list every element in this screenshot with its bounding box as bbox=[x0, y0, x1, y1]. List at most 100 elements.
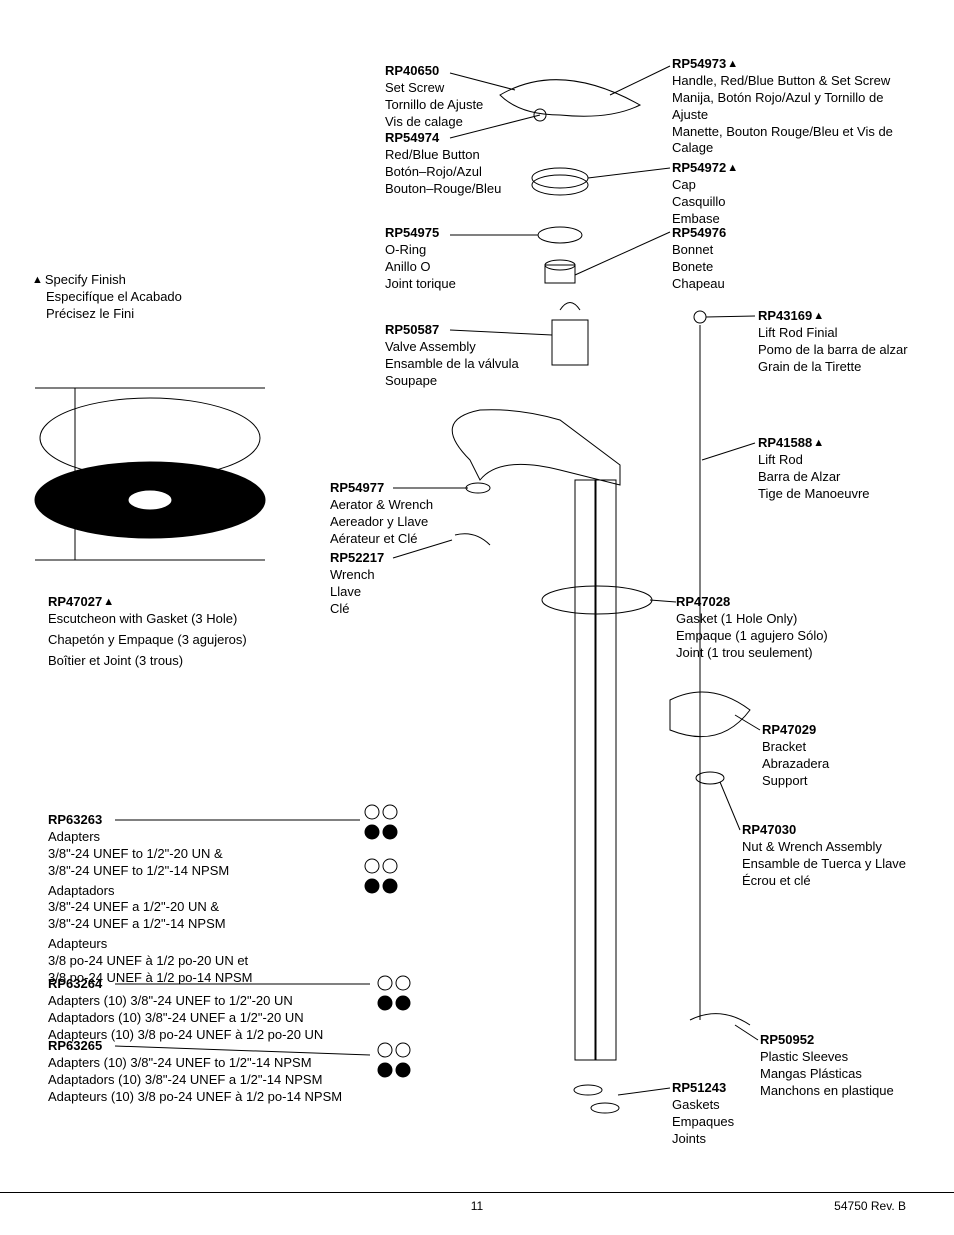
finish-note: Specify Finish Especifíque el Acabado Pr… bbox=[32, 272, 182, 323]
rp63263-en-l1: 3/8"-24 UNEF to 1/2"-20 UN & bbox=[48, 846, 328, 863]
rp63263-fr-l1: 3/8 po-24 UNEF à 1/2 po-20 UN et bbox=[48, 953, 328, 970]
partno-rp41588: RP41588 bbox=[758, 435, 870, 452]
desc-rp54977-en: Aerator & Wrench bbox=[330, 497, 433, 514]
desc-rp54974-en: Red/Blue Button bbox=[385, 147, 501, 164]
rp63263-fr-label: Adapteurs bbox=[48, 936, 328, 953]
partno-rp54976: RP54976 bbox=[672, 225, 726, 242]
desc-rp43169-es: Pomo de la barra de alzar bbox=[758, 342, 918, 359]
desc-rp52217-fr: Clé bbox=[330, 601, 384, 618]
finish-note-fr: Précisez le Fini bbox=[32, 306, 182, 323]
desc-rp47029-es: Abrazadera bbox=[762, 756, 829, 773]
callout-rp51243: RP51243 Gaskets Empaques Joints bbox=[672, 1080, 734, 1148]
desc-rp63264-en: Adapters (10) 3/8"-24 UNEF to 1/2"-20 UN bbox=[48, 993, 368, 1010]
desc-rp43169-fr: Grain de la Tirette bbox=[758, 359, 918, 376]
desc-rp47027-en: Escutcheon with Gasket (3 Hole) bbox=[48, 611, 248, 628]
callout-rp40650: RP40650 Set Screw Tornillo de Ajuste Vis… bbox=[385, 63, 483, 131]
desc-rp47028-en: Gasket (1 Hole Only) bbox=[676, 611, 828, 628]
parts-diagram-page: Specify Finish Especifíque el Acabado Pr… bbox=[0, 0, 954, 1235]
callout-rp54972: RP54972 Cap Casquillo Embase bbox=[672, 160, 738, 228]
desc-rp54974-es: Botón–Rojo/Azul bbox=[385, 164, 501, 181]
partno-rp54972: RP54972 bbox=[672, 160, 738, 177]
desc-rp51243-es: Empaques bbox=[672, 1114, 734, 1131]
callout-rp50952: RP50952 Plastic Sleeves Mangas Plásticas… bbox=[760, 1032, 894, 1100]
page-footer: 11 54750 Rev. B bbox=[0, 1192, 954, 1193]
desc-rp54976-es: Bonete bbox=[672, 259, 726, 276]
desc-rp47028-fr: Joint (1 trou seulement) bbox=[676, 645, 828, 662]
desc-rp54974-fr: Bouton–Rouge/Bleu bbox=[385, 181, 501, 198]
partno-rp50952: RP50952 bbox=[760, 1032, 894, 1049]
desc-rp47028-es: Empaque (1 agujero Sólo) bbox=[676, 628, 828, 645]
desc-rp54973-es: Manija, Botón Rojo/Azul y Tornillo de Aj… bbox=[672, 90, 902, 124]
desc-rp40650-en: Set Screw bbox=[385, 80, 483, 97]
callout-rp63263: RP63263 Adapters 3/8"-24 UNEF to 1/2"-20… bbox=[48, 812, 328, 987]
callout-rp54974: RP54974 Red/Blue Button Botón–Rojo/Azul … bbox=[385, 130, 501, 198]
desc-rp52217-es: Llave bbox=[330, 584, 384, 601]
rp63263-en-label: Adapters bbox=[48, 829, 328, 846]
desc-rp50587-fr: Soupape bbox=[385, 373, 519, 390]
desc-rp40650-es: Tornillo de Ajuste bbox=[385, 97, 483, 114]
desc-rp63264-es: Adaptadors (10) 3/8"-24 UNEF a 1/2"-20 U… bbox=[48, 1010, 368, 1027]
desc-rp54977-es: Aereador y Llave bbox=[330, 514, 433, 531]
desc-rp54973-en: Handle, Red/Blue Button & Set Screw bbox=[672, 73, 902, 90]
desc-rp52217-en: Wrench bbox=[330, 567, 384, 584]
partno-rp43169: RP43169 bbox=[758, 308, 918, 325]
rp63263-es-l1: 3/8"-24 UNEF a 1/2"-20 UN & bbox=[48, 899, 328, 916]
desc-rp47027-fr: Boîtier et Joint (3 trous) bbox=[48, 653, 248, 670]
partno-rp47028: RP47028 bbox=[676, 594, 828, 611]
partno-rp54974: RP54974 bbox=[385, 130, 501, 147]
partno-rp54975: RP54975 bbox=[385, 225, 456, 242]
partno-rp63263: RP63263 bbox=[48, 812, 328, 829]
callout-rp63264: RP63264 Adapters (10) 3/8"-24 UNEF to 1/… bbox=[48, 976, 368, 1044]
partno-rp54973: RP54973 bbox=[672, 56, 902, 73]
desc-rp43169-en: Lift Rod Finial bbox=[758, 325, 918, 342]
desc-rp50587-en: Valve Assembly bbox=[385, 339, 519, 356]
desc-rp54975-es: Anillo O bbox=[385, 259, 456, 276]
desc-rp50952-es: Mangas Plásticas bbox=[760, 1066, 894, 1083]
callout-rp41588: RP41588 Lift Rod Barra de Alzar Tige de … bbox=[758, 435, 870, 503]
rp63263-en-l2: 3/8"-24 UNEF to 1/2"-14 NPSM bbox=[48, 863, 328, 880]
desc-rp54973-fr: Manette, Bouton Rouge/Bleu et Vis de Cal… bbox=[672, 124, 902, 158]
desc-rp54977-fr: Aérateur et Clé bbox=[330, 531, 433, 548]
callout-rp43169: RP43169 Lift Rod Finial Pomo de la barra… bbox=[758, 308, 918, 376]
partno-rp40650: RP40650 bbox=[385, 63, 483, 80]
desc-rp47029-en: Bracket bbox=[762, 739, 829, 756]
desc-rp47030-es: Ensamble de Tuerca y Llave bbox=[742, 856, 932, 873]
desc-rp50587-es: Ensamble de la válvula bbox=[385, 356, 519, 373]
finish-note-es: Especifíque el Acabado bbox=[32, 289, 182, 306]
desc-rp47030-en: Nut & Wrench Assembly bbox=[742, 839, 932, 856]
callout-rp47027: RP47027 Escutcheon with Gasket (3 Hole) … bbox=[48, 594, 248, 670]
partno-rp63265: RP63265 bbox=[48, 1038, 388, 1055]
desc-rp54976-fr: Chapeau bbox=[672, 276, 726, 293]
callout-rp54977: RP54977 Aerator & Wrench Aereador y Llav… bbox=[330, 480, 433, 548]
desc-rp54975-fr: Joint torique bbox=[385, 276, 456, 293]
callout-rp63265: RP63265 Adapters (10) 3/8"-24 UNEF to 1/… bbox=[48, 1038, 388, 1106]
desc-rp54975-en: O-Ring bbox=[385, 242, 456, 259]
partno-rp47030: RP47030 bbox=[742, 822, 932, 839]
callout-rp52217: RP52217 Wrench Llave Clé bbox=[330, 550, 384, 618]
desc-rp63265-es: Adaptadors (10) 3/8"-24 UNEF a 1/2"-14 N… bbox=[48, 1072, 388, 1089]
partno-rp63264: RP63264 bbox=[48, 976, 368, 993]
desc-rp54976-en: Bonnet bbox=[672, 242, 726, 259]
desc-rp50952-en: Plastic Sleeves bbox=[760, 1049, 894, 1066]
desc-rp63265-en: Adapters (10) 3/8"-24 UNEF to 1/2"-14 NP… bbox=[48, 1055, 388, 1072]
desc-rp51243-en: Gaskets bbox=[672, 1097, 734, 1114]
desc-rp41588-en: Lift Rod bbox=[758, 452, 870, 469]
partno-rp50587: RP50587 bbox=[385, 322, 519, 339]
desc-rp47029-fr: Support bbox=[762, 773, 829, 790]
desc-rp50952-fr: Manchons en plastique bbox=[760, 1083, 894, 1100]
desc-rp40650-fr: Vis de calage bbox=[385, 114, 483, 131]
finish-note-en: Specify Finish bbox=[32, 272, 182, 289]
revision-label: 54750 Rev. B bbox=[834, 1199, 906, 1213]
rp63263-es-l2: 3/8"-24 UNEF a 1/2"-14 NPSM bbox=[48, 916, 328, 933]
desc-rp41588-fr: Tige de Manoeuvre bbox=[758, 486, 870, 503]
page-number: 11 bbox=[471, 1199, 483, 1213]
partno-rp47027: RP47027 bbox=[48, 594, 248, 611]
callout-rp47029: RP47029 Bracket Abrazadera Support bbox=[762, 722, 829, 790]
desc-rp54972-en: Cap bbox=[672, 177, 738, 194]
callout-rp54976: RP54976 Bonnet Bonete Chapeau bbox=[672, 225, 726, 293]
callout-rp47028: RP47028 Gasket (1 Hole Only) Empaque (1 … bbox=[676, 594, 828, 662]
callout-rp47030: RP47030 Nut & Wrench Assembly Ensamble d… bbox=[742, 822, 932, 890]
desc-rp47027-es: Chapetón y Empaque (3 agujeros) bbox=[48, 632, 248, 649]
callout-rp54973: RP54973 Handle, Red/Blue Button & Set Sc… bbox=[672, 56, 902, 157]
desc-rp51243-fr: Joints bbox=[672, 1131, 734, 1148]
